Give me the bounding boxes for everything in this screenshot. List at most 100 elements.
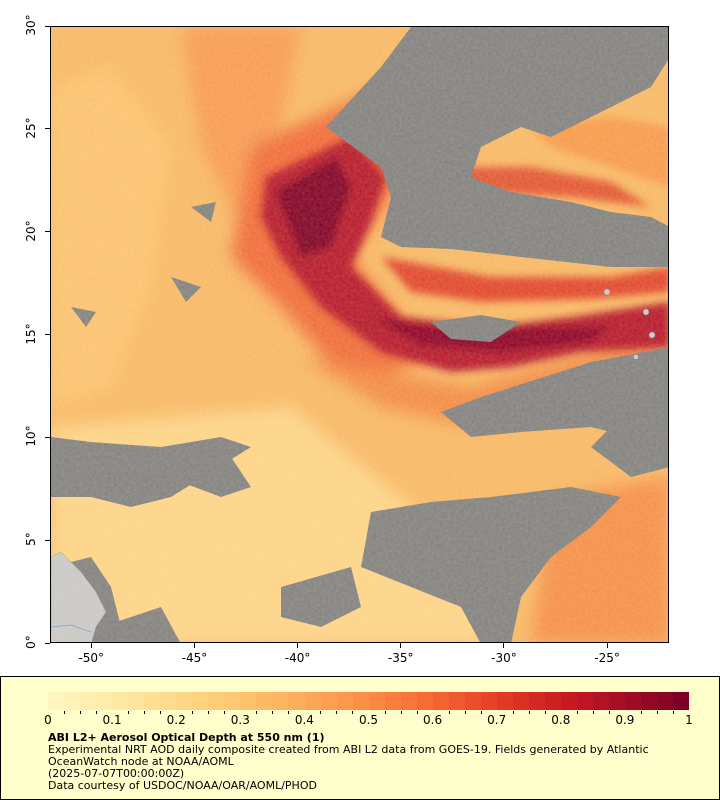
aod-map: [50, 26, 669, 643]
colorbar-minor-tick: [464, 711, 466, 714]
colorbar-minor-tick: [128, 711, 130, 714]
colorbar-swatch: [192, 692, 209, 710]
colorbar-swatch: [272, 692, 289, 710]
colorbar-minor-tick: [256, 711, 258, 714]
y-tick-label: 0°: [24, 635, 38, 649]
colorbar-minor-tick: [272, 711, 274, 714]
colorbar-tick-label: 0: [44, 713, 52, 727]
colorbar-swatch: [368, 692, 385, 710]
colorbar-minor-tick: [160, 711, 162, 714]
y-tick-label: 10°: [24, 425, 38, 447]
y-tick-label: 15°: [24, 322, 38, 345]
colorbar-minor-tick: [320, 711, 322, 714]
colorbar-minor-tick: [208, 711, 210, 714]
colorbar-minor-tick: [656, 711, 658, 714]
y-tick-mark: [45, 642, 50, 644]
colorbar-swatch: [416, 692, 433, 710]
y-tick-mark: [45, 128, 50, 130]
legend-credit: Data courtesy of USDOC/NOAA/OAR/AOML/PHO…: [48, 779, 317, 792]
colorbar-tick-label: 1: [685, 713, 693, 727]
colorbar-minor-tick: [608, 711, 610, 714]
colorbar-swatch: [352, 692, 369, 710]
x-tick-label: -25°: [594, 651, 620, 665]
colorbar-minor-tick: [512, 711, 514, 714]
colorbar-minor-tick: [288, 711, 290, 714]
colorbar-swatch: [657, 692, 674, 710]
colorbar-swatch: [256, 692, 273, 710]
colorbar-swatch: [577, 692, 594, 710]
colorbar-swatch: [96, 692, 113, 710]
colorbar-swatch: [593, 692, 610, 710]
colorbar-swatch: [112, 692, 129, 710]
colorbar-swatch: [512, 692, 529, 710]
colorbar-tick-label: 0.7: [487, 713, 507, 727]
colorbar-minor-tick: [80, 711, 82, 714]
legend-text: ABI L2+ Aerosol Optical Depth at 550 nm …: [48, 732, 688, 792]
x-tick-label: -40°: [284, 651, 311, 665]
x-tick-mark: [606, 643, 608, 648]
x-tick-mark: [503, 643, 505, 648]
x-tick-mark: [297, 643, 299, 648]
colorbar-minor-tick: [480, 711, 482, 714]
colorbar-minor-tick: [64, 711, 66, 714]
y-tick-label: 25°: [24, 117, 38, 139]
colorbar-swatch: [673, 692, 690, 710]
colorbar-tick-label: 0.8: [551, 713, 571, 727]
colorbar-minor-tick: [224, 711, 226, 714]
colorbar-tick-label: 0.5: [358, 713, 379, 727]
colorbar-swatch: [625, 692, 642, 710]
colorbar-swatch: [609, 692, 626, 710]
y-tick-label: 20°: [24, 220, 38, 242]
colorbar-swatch: [561, 692, 578, 710]
colorbar-minor-tick: [528, 711, 530, 714]
colorbar-swatch: [464, 692, 481, 710]
colorbar-minor-tick: [192, 711, 194, 714]
colorbar-swatch: [400, 692, 417, 710]
x-tick-label: -45°: [181, 651, 208, 665]
colorbar-swatch: [528, 692, 545, 710]
colorbar-minor-tick: [592, 711, 594, 714]
y-tick-mark: [45, 436, 50, 438]
y-tick-mark: [45, 25, 50, 27]
colorbar-swatch: [128, 692, 145, 710]
colorbar-swatch: [224, 692, 241, 710]
colorbar-swatch: [208, 692, 225, 710]
colorbar-minor-tick: [544, 711, 546, 714]
colorbar-swatch: [176, 692, 193, 710]
y-tick-mark: [45, 231, 50, 233]
colorbar-swatch: [336, 692, 353, 710]
colorbar-minor-tick: [640, 711, 642, 714]
colorbar-minor-tick: [576, 711, 578, 714]
colorbar-swatch: [144, 692, 161, 710]
colorbar-tick-label: 0.2: [166, 713, 186, 727]
colorbar-minor-tick: [416, 711, 418, 714]
colorbar-tick-label: 0.4: [294, 713, 314, 727]
colorbar-swatch: [480, 692, 497, 710]
colorbar: [48, 692, 690, 710]
colorbar-swatch: [80, 692, 97, 710]
x-tick-label: -30°: [491, 651, 517, 665]
aod-map-image: [51, 27, 668, 642]
x-tick-label: -35°: [387, 651, 414, 665]
colorbar-swatch: [288, 692, 305, 710]
colorbar-swatch: [384, 692, 401, 710]
x-tick-mark: [193, 643, 195, 648]
x-tick-mark: [90, 643, 92, 648]
colorbar-minor-tick: [400, 711, 402, 714]
colorbar-minor-tick: [448, 711, 450, 714]
colorbar-swatch: [48, 692, 65, 710]
y-tick-mark: [45, 539, 50, 541]
legend-panel: 0 0.1 0.2 0.3 0.4 0.5 0.6 0.7 0.8 0.9 1 ABI L2+ Ae…: [0, 676, 720, 800]
colorbar-swatch: [496, 692, 513, 710]
colorbar-swatch: [448, 692, 465, 710]
y-tick-label: 5°: [24, 532, 38, 546]
y-tick-mark: [45, 334, 50, 335]
x-tick-mark: [400, 643, 402, 648]
colorbar-tick-label: 0.1: [102, 713, 122, 727]
colorbar-minor-tick: [384, 711, 386, 714]
colorbar-minor-tick: [352, 711, 354, 714]
colorbar-minor-tick: [144, 711, 146, 714]
colorbar-tick-label: 0.9: [615, 713, 635, 727]
legend-title: ABI L2+ Aerosol Optical Depth at 550 nm …: [48, 731, 325, 744]
colorbar-tick-label: 0.3: [230, 713, 250, 727]
